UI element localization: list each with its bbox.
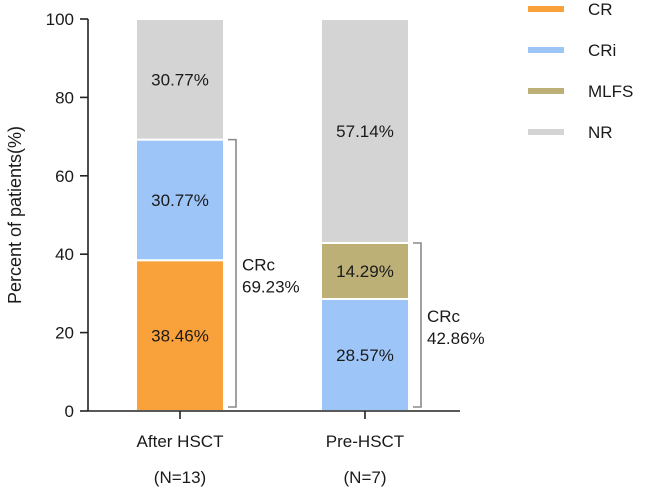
legend-swatch-mlfs <box>528 88 564 94</box>
y-tick-label: 80 <box>55 88 74 107</box>
bar-value-label: 30.77% <box>151 70 209 89</box>
legend-label-nr: NR <box>588 123 613 142</box>
y-axis-title: Percent of patients(%) <box>5 126 25 304</box>
bar-value-label: 28.57% <box>336 346 394 365</box>
bar-value-label: 57.14% <box>336 122 394 141</box>
y-tick-label: 60 <box>55 167 74 186</box>
bar-segment-mlfs <box>320 241 410 301</box>
bar-segment-cri <box>320 298 410 413</box>
legend: CR CRi MLFS NR <box>528 0 633 142</box>
crc-bracket <box>228 138 237 408</box>
legend-label-cr: CR <box>588 0 613 19</box>
y-tick-label: 100 <box>46 10 74 29</box>
x-tick-label: Pre-HSCT <box>326 432 404 451</box>
crc-label: CRc <box>242 255 276 274</box>
legend-swatch-nr <box>528 129 564 135</box>
crc-label: CRc <box>427 307 461 326</box>
bar-segment-nr <box>135 18 225 141</box>
bar-value-label: 30.77% <box>151 191 209 210</box>
legend-swatch-cri <box>528 47 564 53</box>
crc-value: 42.86% <box>427 329 485 348</box>
legend-label-mlfs: MLFS <box>588 82 633 101</box>
bar-value-label: 38.46% <box>151 327 209 346</box>
bar-plot-area: 38.46% 30.77% 30.77% 28.57% 14.29% 57.14% <box>135 18 410 413</box>
legend-label-cri: CRi <box>588 41 616 60</box>
bar-value-label: 14.29% <box>336 262 394 281</box>
x-tick-count-label: (N=13) <box>154 468 206 487</box>
legend-swatch-cr <box>528 6 564 12</box>
bar-segment-nr <box>320 18 410 244</box>
y-axis: 0 20 40 60 80 100 Percent of patients(%) <box>5 10 89 421</box>
crc-value: 69.23% <box>242 277 300 296</box>
y-tick-label: 0 <box>65 402 74 421</box>
y-tick-label: 20 <box>55 324 74 343</box>
x-axis: After HSCT (N=13) Pre-HSCT (N=7) <box>88 410 460 487</box>
crc-bracket <box>413 242 422 408</box>
x-tick-count-label: (N=7) <box>344 468 387 487</box>
bar-segment-cri <box>135 138 225 262</box>
x-tick-label: After HSCT <box>137 432 224 451</box>
y-tick-label: 40 <box>55 245 74 264</box>
crc-brackets: CRc 69.23% CRc 42.86% <box>228 138 485 408</box>
